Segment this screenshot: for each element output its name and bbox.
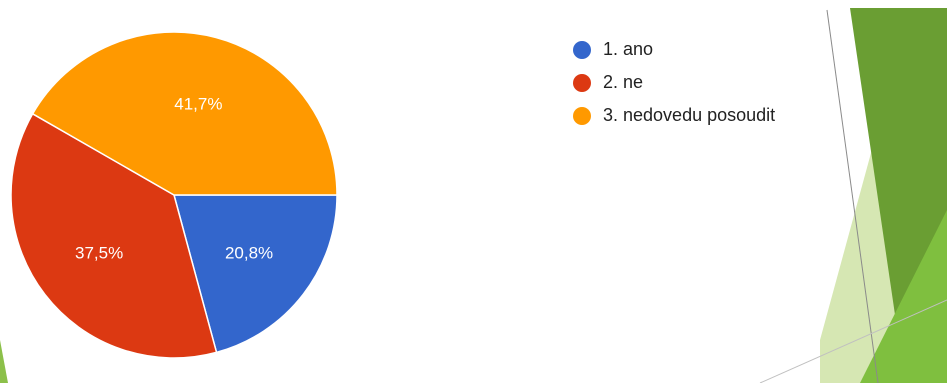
legend-label-ano: 1. ano — [603, 39, 654, 59]
legend-item-ne[interactable]: 2. ne — [573, 66, 775, 99]
pie-slice-nedovedu-posoudit[interactable] — [31, 31, 338, 196]
legend-swatch-nedovedu-posoudit — [573, 106, 591, 125]
legend-label-ne: 2. ne — [603, 72, 644, 92]
legend-item-ano[interactable]: 1. ano — [573, 33, 775, 66]
pie-label-ano: 20,8% — [225, 243, 273, 262]
legend-swatch-ano — [573, 40, 591, 59]
legend: 1. ano 2. ne 3. nedovedu posoudit — [573, 33, 775, 132]
pie-label-nedovedu-posoudit: 41,7% — [174, 95, 222, 114]
legend-swatch-ne — [573, 73, 591, 92]
legend-item-nedovedu-posoudit[interactable]: 3. nedovedu posoudit — [573, 99, 775, 132]
pie-slice-ano[interactable] — [173, 194, 338, 354]
legend-label-nedovedu-posoudit: 3. nedovedu posoudit — [603, 105, 776, 125]
pie-slice-ne[interactable] — [10, 112, 218, 359]
pie-label-ne: 37,5% — [75, 244, 123, 263]
